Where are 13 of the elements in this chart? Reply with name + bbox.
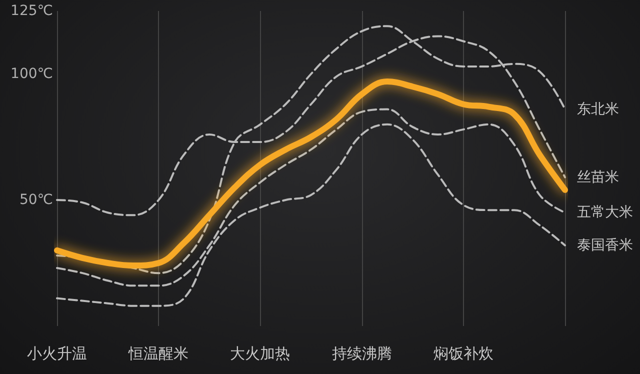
series-label: 丝苗米 (577, 169, 619, 186)
x-tick-label: 恒温醒米 (128, 344, 189, 362)
line-series (56, 25, 566, 274)
x-tick-label: 大火加热 (230, 344, 290, 362)
y-tick-label: 50℃ (19, 192, 53, 208)
series-label: 东北米 (577, 101, 619, 118)
x-tick-label: 持续沸腾 (332, 344, 392, 362)
x-tick-label: 焖饭补炊 (433, 344, 494, 362)
y-tick-label: 100℃ (10, 66, 53, 82)
y-tick-label: 125℃ (10, 3, 53, 19)
series-label: 五常大米 (577, 204, 633, 221)
series-label: 泰国香米 (577, 237, 633, 254)
x-tick-label: 小火升温 (27, 344, 87, 362)
